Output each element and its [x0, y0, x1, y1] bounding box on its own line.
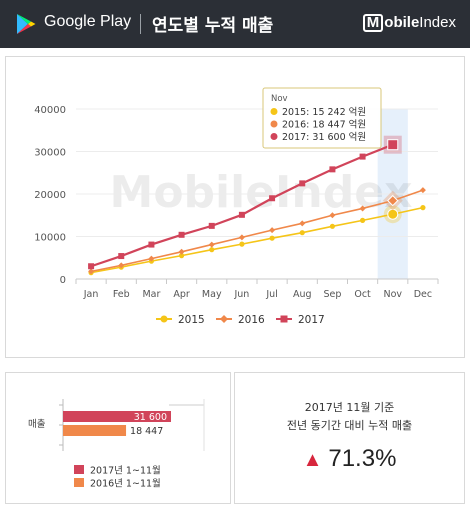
data-point-2017	[238, 211, 245, 218]
legend-label-2015: 2015	[178, 314, 205, 326]
logo-bold: obile	[384, 14, 420, 31]
growth-percent: 71.3%	[328, 445, 397, 472]
y-tick-label: 10000	[34, 233, 66, 244]
logo-m-box: M	[362, 14, 384, 32]
data-point-2017	[88, 263, 95, 270]
data-point-2016	[118, 262, 125, 269]
data-point-2015	[420, 205, 426, 211]
legend-marker-2017	[280, 315, 288, 323]
google-play-icon	[17, 14, 36, 34]
data-point-2016	[329, 212, 336, 219]
x-tick-label: Jan	[83, 289, 99, 300]
data-point-2016	[178, 248, 185, 255]
tooltip-line: 2017: 31 600 억원	[282, 131, 366, 143]
data-point-2016	[148, 255, 155, 262]
data-point-2017	[118, 253, 125, 260]
data-point-2015	[209, 247, 215, 253]
x-tick-label: May	[202, 289, 222, 300]
data-point-2016	[208, 241, 215, 248]
summary-date: 2017년 11월 기준	[304, 401, 395, 414]
data-point-2017	[148, 241, 155, 248]
data-point-2017	[269, 195, 276, 202]
x-tick-label: Dec	[414, 289, 432, 300]
watermark-text: MobileIndex	[110, 167, 413, 218]
data-point-2017	[329, 166, 336, 173]
data-point-2015	[387, 208, 399, 220]
data-point-2016	[299, 220, 306, 227]
tooltip-box	[262, 87, 382, 149]
tooltip-marker	[270, 133, 278, 140]
tooltip-line: 2016: 18 447 억원	[282, 119, 366, 131]
data-point-2015	[239, 241, 245, 247]
tooltip-line: 2015: 15 242 억원	[282, 106, 366, 118]
data-point-2015	[178, 253, 185, 259]
x-tick-label: Feb	[113, 289, 130, 300]
x-tick-label: Oct	[354, 289, 371, 300]
tooltip-marker	[270, 120, 278, 128]
data-point-2015	[329, 223, 336, 229]
x-tick-label: Jul	[265, 289, 277, 300]
bar-value-label: 31 600	[134, 412, 167, 423]
bar	[63, 411, 171, 422]
data-point-2017	[299, 180, 306, 187]
data-point-2017	[387, 139, 399, 151]
data-point-2016	[419, 187, 426, 194]
y-tick-label: 0	[60, 275, 66, 286]
data-point-2015	[299, 230, 305, 236]
bar-value-label: 18 447	[130, 426, 163, 437]
cumulative-revenue-line-chart: MobileIndex 0 10000 20000 30000 40000 Jan Feb Ma…	[34, 87, 439, 326]
legend-marker-2016	[220, 315, 228, 323]
data-point-2016	[88, 268, 95, 275]
bar-legend-label: 2016년 1~11월	[90, 478, 161, 490]
data-point-2017	[359, 153, 366, 160]
legend-label-2017: 2017	[298, 314, 325, 326]
up-arrow-icon: ▲	[302, 449, 323, 471]
y-tick-label: 30000	[34, 148, 66, 159]
line-chart-card: MobileIndex 0 10000 20000 30000 40000 Jan Feb Ma…	[5, 56, 465, 358]
y-tick-label: 20000	[34, 190, 66, 201]
data-point-2016	[359, 205, 366, 212]
data-point-2016	[269, 227, 276, 234]
x-tick-label: Nov	[383, 289, 402, 300]
data-point-2016	[387, 194, 399, 207]
logo-light: Index	[419, 14, 456, 31]
tooltip-marker	[270, 108, 278, 115]
series-line-2016	[90, 189, 424, 273]
bar-legend-swatch	[74, 465, 84, 474]
bar-chart-card: 매출 31 600 18 447 2017년 1~11월 2016년 1~11월	[5, 372, 231, 504]
data-point-2016	[238, 234, 245, 241]
data-point-2017	[208, 222, 215, 229]
series-line-2015	[90, 206, 424, 274]
data-point-2015	[359, 217, 366, 223]
data-point-2015	[269, 235, 275, 241]
summary-desc: 전년 동기간 대비 누적 매출	[286, 419, 413, 432]
legend-marker-2015	[160, 315, 168, 323]
google-play-brand: Google Play	[44, 13, 132, 30]
bar-legend-label: 2017년 1~11월	[90, 465, 161, 477]
x-tick-label: Sep	[323, 289, 341, 300]
summary-growth: ▲ 71.3%	[235, 445, 464, 473]
bar-legend-swatch	[74, 478, 84, 487]
page-title: 연도별 누적 매출	[152, 16, 274, 36]
legend-label-2016: 2016	[238, 314, 265, 326]
summary-card: 2017년 11월 기준 전년 동기간 대비 누적 매출 ▲ 71.3%	[234, 372, 465, 504]
x-tick-label: Apr	[173, 289, 190, 300]
y-tick-label: 40000	[34, 105, 66, 116]
x-tick-label: Aug	[293, 289, 312, 300]
bar-category-label: 매출	[28, 419, 46, 430]
tooltip-title: Nov	[271, 94, 288, 104]
x-tick-label: Mar	[142, 289, 160, 300]
data-point-2017	[178, 231, 185, 238]
header-divider	[140, 14, 141, 34]
x-tick-label: Jun	[233, 289, 249, 300]
bar	[63, 425, 127, 436]
